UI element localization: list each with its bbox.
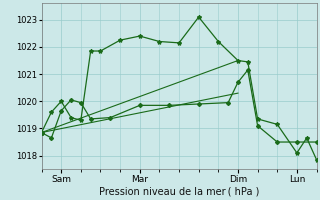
X-axis label: Pression niveau de la mer ( hPa ): Pression niveau de la mer ( hPa ) xyxy=(99,187,259,197)
